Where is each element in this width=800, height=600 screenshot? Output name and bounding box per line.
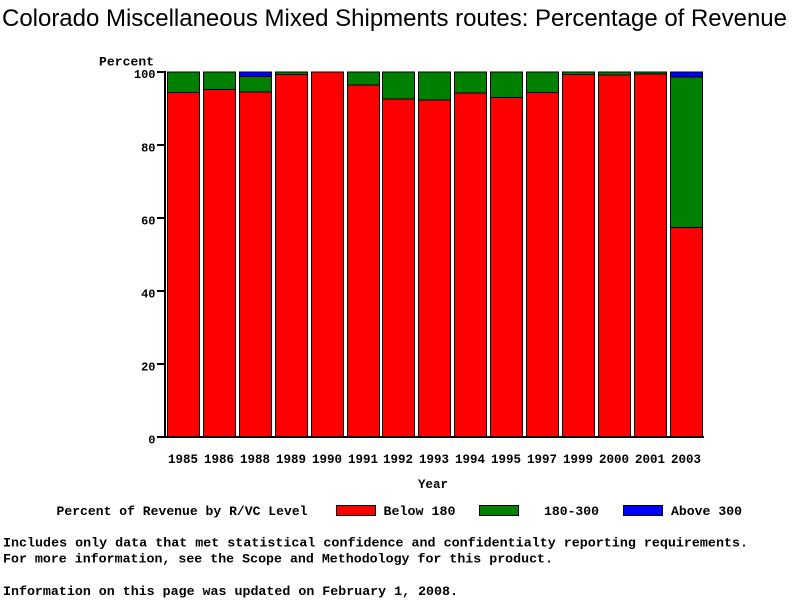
svg-text:Percent of Revenue by R/VC Lev: Percent of Revenue by R/VC Level [57,504,308,519]
svg-text:1991: 1991 [348,453,378,467]
svg-text:1992: 1992 [383,453,413,467]
svg-text:2000: 2000 [599,453,629,467]
svg-text:2001: 2001 [635,453,665,467]
svg-text:1989: 1989 [276,453,306,467]
svg-text:1988: 1988 [240,453,270,467]
svg-text:1995: 1995 [491,453,521,467]
svg-text:Below 180: Below 180 [384,504,456,519]
svg-text:1999: 1999 [563,453,593,467]
svg-text:1993: 1993 [419,453,449,467]
svg-text:Colorado Miscellaneous Mixed S: Colorado Miscellaneous Mixed Shipments r… [2,5,787,32]
svg-text:For more information, see the: For more information, see the Scope and … [3,552,553,567]
svg-text:1990: 1990 [312,453,342,467]
svg-text:0: 0 [148,434,155,448]
svg-text:180-300: 180-300 [544,504,599,519]
svg-text:1986: 1986 [204,453,234,467]
svg-text:Information on this page was u: Information on this page was updated on … [3,584,458,599]
svg-text:20: 20 [141,361,155,375]
svg-text:Percent: Percent [99,55,154,70]
svg-text:Year: Year [418,477,448,492]
svg-text:80: 80 [141,142,155,156]
svg-text:40: 40 [141,288,155,302]
svg-text:1985: 1985 [168,453,198,467]
svg-text:100: 100 [134,68,156,82]
svg-text:2003: 2003 [671,453,701,467]
svg-text:1994: 1994 [455,453,485,467]
svg-text:60: 60 [141,215,155,229]
svg-text:Above 300: Above 300 [671,504,742,519]
svg-text:1997: 1997 [527,453,557,467]
svg-text:Includes only data that met st: Includes only data that met statistical … [3,536,748,551]
